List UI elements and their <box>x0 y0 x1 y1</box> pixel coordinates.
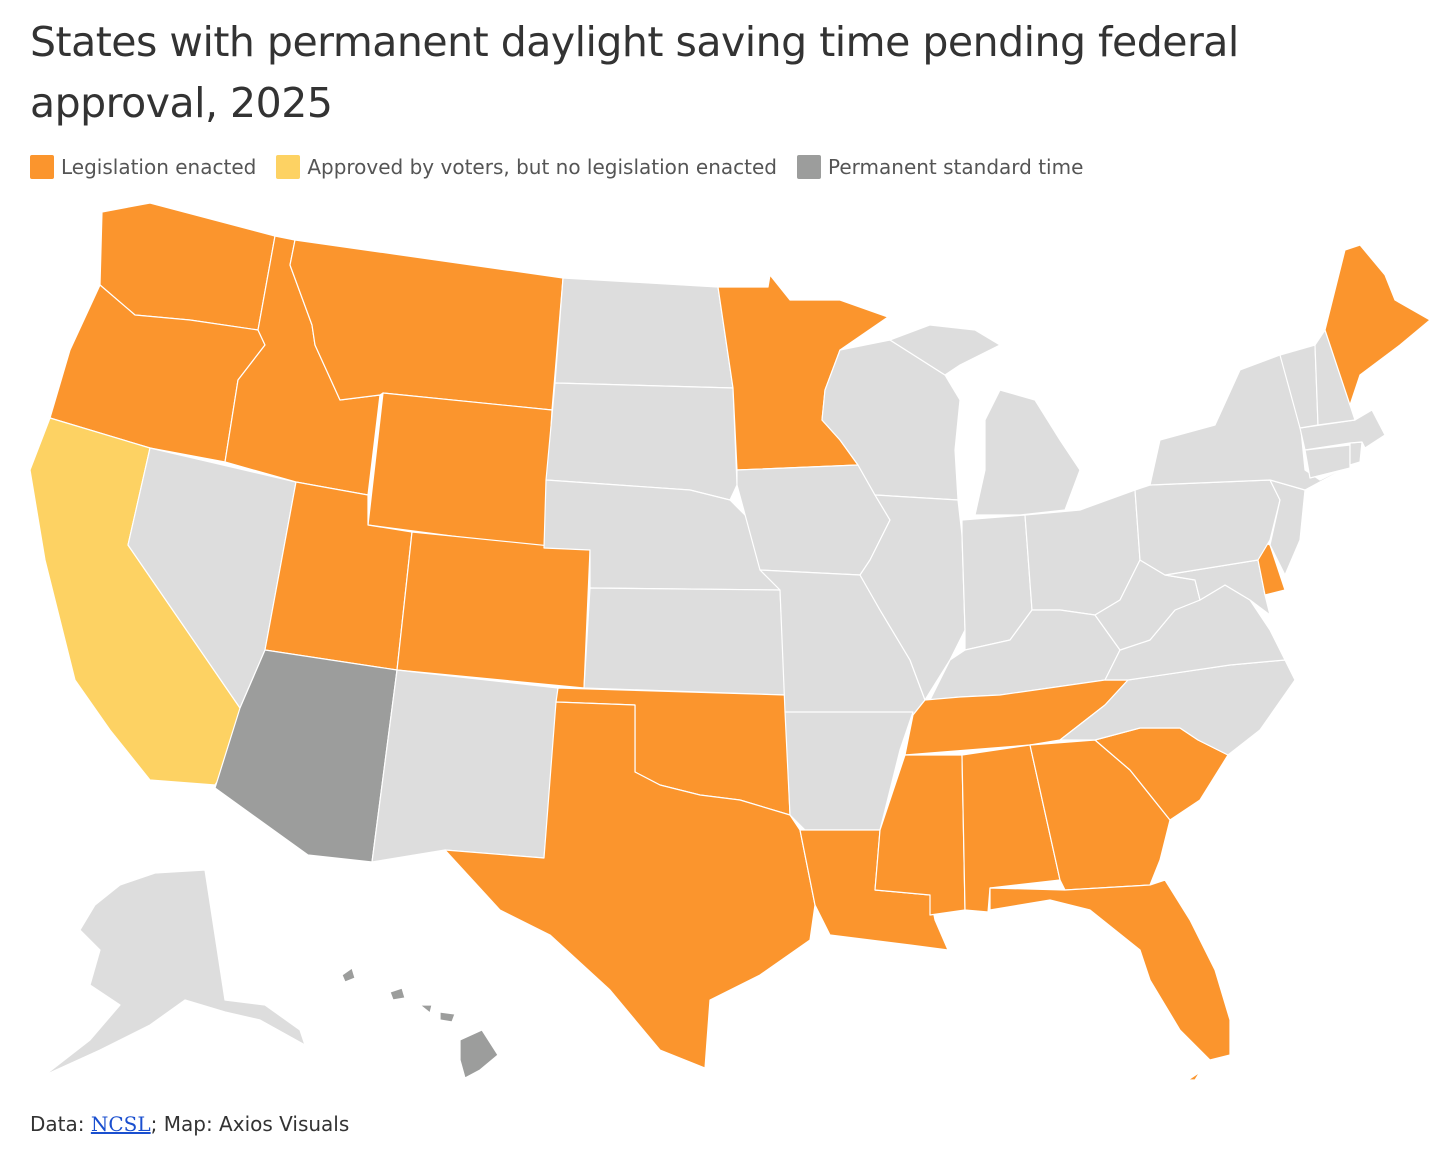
source-prefix: Data: <box>30 1112 91 1136</box>
state-maine <box>1324 244 1431 406</box>
state-michigan <box>889 324 1081 516</box>
state-north-dakota <box>554 277 734 389</box>
state-colorado <box>396 531 591 689</box>
state-massachusetts <box>1299 409 1386 451</box>
chart-title: States with permanent daylight saving ti… <box>30 18 1239 127</box>
legend: Legislation enacted Approved by voters, … <box>30 152 1103 182</box>
legend-swatch-voters <box>276 155 301 179</box>
legend-swatch-standard <box>797 155 822 179</box>
state-florida <box>989 879 1231 1081</box>
state-new-hampshire <box>1314 329 1356 426</box>
state-new-york <box>1149 354 1371 491</box>
source-link-ncsl[interactable]: NCSL <box>90 1112 151 1136</box>
state-wyoming <box>367 392 553 549</box>
state-kansas <box>583 587 786 696</box>
state-texas <box>444 701 816 1069</box>
state-connecticut <box>1304 444 1351 479</box>
state-rhode-island <box>1349 441 1363 466</box>
legend-item-enacted: Legislation enacted <box>30 155 256 179</box>
source-suffix: ; Map: Axios Visuals <box>150 1112 350 1136</box>
us-map <box>29 202 1431 1081</box>
legend-swatch-enacted <box>30 155 54 179</box>
legend-item-standard: Permanent standard time <box>797 155 1083 179</box>
state-hawaii <box>341 967 499 1079</box>
state-illinois <box>859 494 966 701</box>
legend-label-standard: Permanent standard time <box>828 155 1084 179</box>
legend-item-voters: Approved by voters, but no legislation e… <box>276 155 777 179</box>
legend-label-voters: Approved by voters, but no legislation e… <box>307 155 778 179</box>
source-note: Data: NCSL; Map: Axios Visuals <box>30 1112 349 1136</box>
legend-label-enacted: Legislation enacted <box>61 155 257 179</box>
state-new-mexico <box>371 669 559 863</box>
state-alaska <box>44 869 306 1076</box>
